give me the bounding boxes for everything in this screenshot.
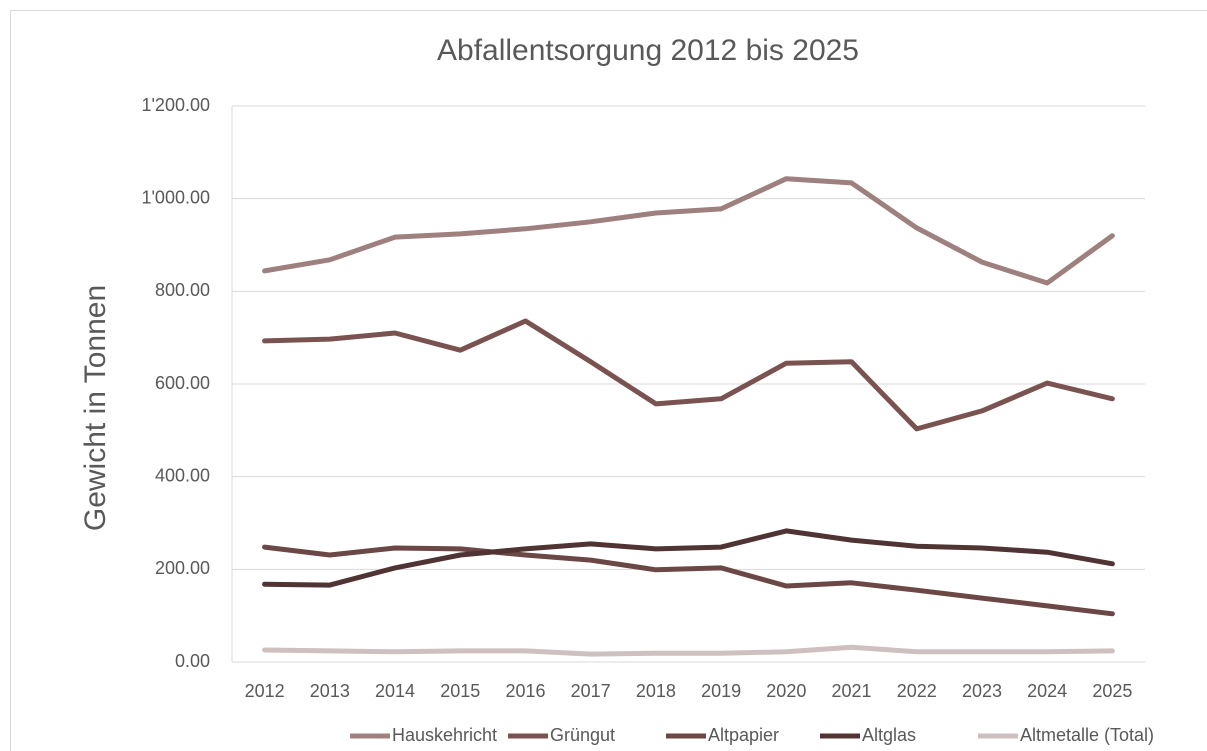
y-tick-label: 1'200.00 [141,95,210,115]
x-tick-label: 2025 [1092,681,1132,701]
legend-label: Altpapier [708,725,779,745]
y-tick-label: 0.00 [175,651,210,671]
y-tick-label: 200.00 [155,558,210,578]
y-tick-label: 400.00 [155,465,210,485]
series-line [262,544,1115,617]
y-axis-label: Gewicht in Tonnen [79,285,112,531]
x-tick-label: 2017 [571,681,611,701]
legend-label: Altmetalle (Total) [1020,725,1154,745]
legend-label: Grüngut [550,725,615,745]
x-tick-label: 2019 [701,681,741,701]
x-tick-label: 2012 [245,681,285,701]
x-tick-label: 2016 [505,681,545,701]
x-tick-label: 2014 [375,681,415,701]
x-tick-label: 2013 [310,681,350,701]
chart-title: Abfallentsorgung 2012 bis 2025 [437,34,859,67]
legend-label: Altglas [862,725,916,745]
x-tick-label: 2024 [1027,681,1067,701]
x-tick-label: 2018 [636,681,676,701]
x-tick-label: 2022 [897,681,937,701]
x-tick-label: 2020 [766,681,806,701]
series-line [262,176,1115,286]
chart-border [10,10,1207,751]
y-tick-label: 1'000.00 [141,187,210,207]
series-line [262,644,1115,657]
x-tick-label: 2023 [962,681,1002,701]
y-tick-label: 600.00 [155,373,210,393]
x-tick-label: 2015 [440,681,480,701]
x-tick-label: 2021 [832,681,872,701]
legend-label: Hauskehricht [392,725,497,745]
y-tick-label: 800.00 [155,280,210,300]
series-line [262,528,1115,588]
series-line [262,318,1115,432]
